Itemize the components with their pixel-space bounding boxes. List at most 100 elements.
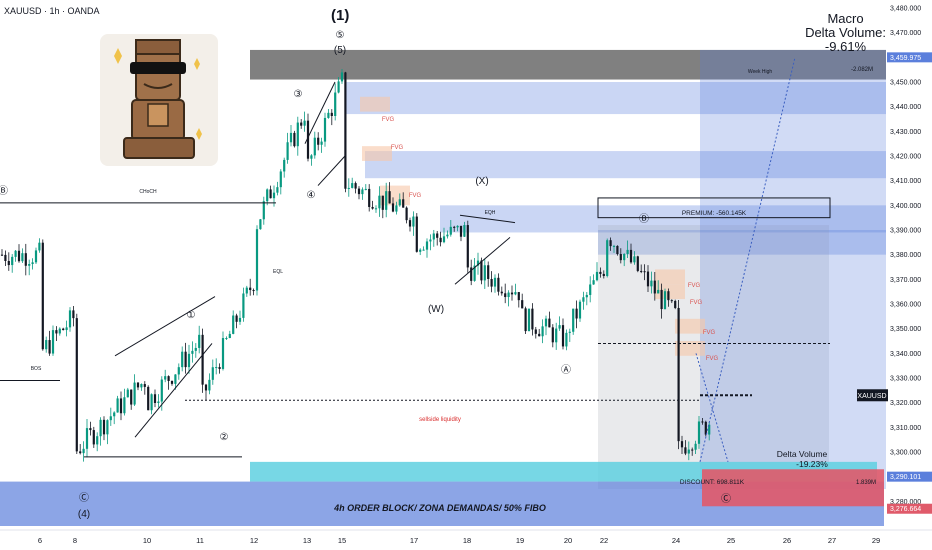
candle-body <box>208 379 211 391</box>
symbol-tag <box>857 389 888 402</box>
candle-body <box>334 92 337 117</box>
candle-body <box>351 183 354 188</box>
price-tick: 3,410.000 <box>890 178 921 185</box>
premium-box <box>597 197 831 219</box>
candle-body <box>670 300 673 302</box>
macro-line3: -9.61% <box>824 39 867 54</box>
candle-body <box>238 317 242 322</box>
impulse-line-2 <box>317 155 346 186</box>
candle-body <box>266 189 269 202</box>
price-tick: 3,420.000 <box>890 154 921 161</box>
candle-body <box>439 237 442 243</box>
candle-body <box>531 308 534 330</box>
supply-zone-1 <box>345 82 886 115</box>
time-tick: 12 <box>250 536 258 545</box>
time-tick: 24 <box>672 536 680 545</box>
price-tick: 3,450.000 <box>890 80 921 87</box>
candle-body <box>412 216 415 227</box>
candle-body <box>116 398 119 413</box>
time-tick: 27 <box>828 536 836 545</box>
candle-body <box>113 412 116 417</box>
candle-body <box>456 225 459 228</box>
candle-body <box>589 284 592 295</box>
time-tick: 11 <box>196 536 204 545</box>
candle-body <box>58 328 61 334</box>
candle-body <box>255 229 259 291</box>
candle-body <box>619 254 622 261</box>
candle-body <box>119 398 123 414</box>
price-tick: 3,430.000 <box>890 129 921 136</box>
candle-body <box>391 203 395 212</box>
supply-zone-4 <box>598 230 886 255</box>
price-tick: 3,310.000 <box>890 425 921 432</box>
fvg-label: FVG <box>706 356 719 362</box>
candle-body <box>235 315 238 322</box>
price-tick: 3,360.000 <box>890 302 921 309</box>
candle-body <box>34 250 38 263</box>
projection-line-2 <box>695 353 729 463</box>
candle-body <box>558 325 561 329</box>
price-tick: 3,400.000 <box>890 203 921 210</box>
price-tick: 3,440.000 <box>890 104 921 111</box>
candle-body <box>106 420 109 435</box>
fvg-label: FVG <box>409 193 422 199</box>
candle-body <box>436 233 439 238</box>
price-axis[interactable]: 3,480.0003,470.0003,460.0003,450.0003,44… <box>857 6 932 514</box>
candle-body <box>123 397 126 414</box>
candle-body <box>483 265 486 281</box>
candle-body <box>364 188 367 190</box>
candle-body <box>320 141 323 145</box>
candle-body <box>470 267 473 281</box>
price-tick: 3,340.000 <box>890 351 921 358</box>
candle-body <box>582 297 585 302</box>
wave-4-label: (4) <box>78 509 90 520</box>
candle-body <box>487 265 490 279</box>
candle-body <box>541 326 544 337</box>
candle-body <box>0 254 4 256</box>
candle-body <box>4 254 7 261</box>
candle-body <box>211 367 214 380</box>
candle-body <box>170 381 174 384</box>
candle-body <box>497 277 500 292</box>
candle-body <box>561 325 565 347</box>
candle-body <box>660 289 663 310</box>
candle-body <box>680 441 684 448</box>
wave-c-circle: Ⓒ <box>79 492 89 504</box>
candle-body <box>677 307 680 442</box>
time-axis[interactable]: 6 8 10 11 12 13 15 17 18 19 20 22 24 25 26 27 29 <box>0 529 932 545</box>
weekly-high-zone <box>250 49 886 80</box>
candle-body <box>466 225 469 268</box>
candle-body <box>595 271 599 281</box>
candle-body <box>643 271 646 273</box>
candle-body <box>191 350 194 354</box>
candle-body <box>327 112 330 118</box>
candle-body <box>578 301 582 319</box>
candle-body <box>544 318 548 327</box>
volume-top-label: -2.082M <box>851 67 873 73</box>
candle-body <box>568 331 571 333</box>
time-tick: 19 <box>516 536 524 545</box>
candle-body <box>286 142 289 160</box>
candle-body <box>232 315 235 334</box>
candle-body <box>242 293 245 318</box>
candle-body <box>225 338 228 340</box>
choch-label: CHoCH <box>139 189 157 195</box>
candle-body <box>194 347 197 351</box>
candle-body <box>517 292 520 301</box>
candle-body <box>476 260 480 266</box>
candle-body <box>164 376 167 380</box>
candle-body <box>442 236 446 243</box>
candle-body <box>663 291 667 310</box>
price-tick: 3,280.000 <box>890 499 921 506</box>
candle-body <box>626 249 629 254</box>
candle-body <box>48 340 51 354</box>
candle-body <box>616 245 619 255</box>
candle-body <box>136 382 140 388</box>
candle-body <box>303 120 306 126</box>
candle-body <box>21 253 24 262</box>
candle-body <box>694 443 697 450</box>
candle-body <box>521 300 524 309</box>
candle-body <box>650 280 653 287</box>
fvg-label: FVG <box>688 283 701 289</box>
candle-body <box>147 386 150 411</box>
